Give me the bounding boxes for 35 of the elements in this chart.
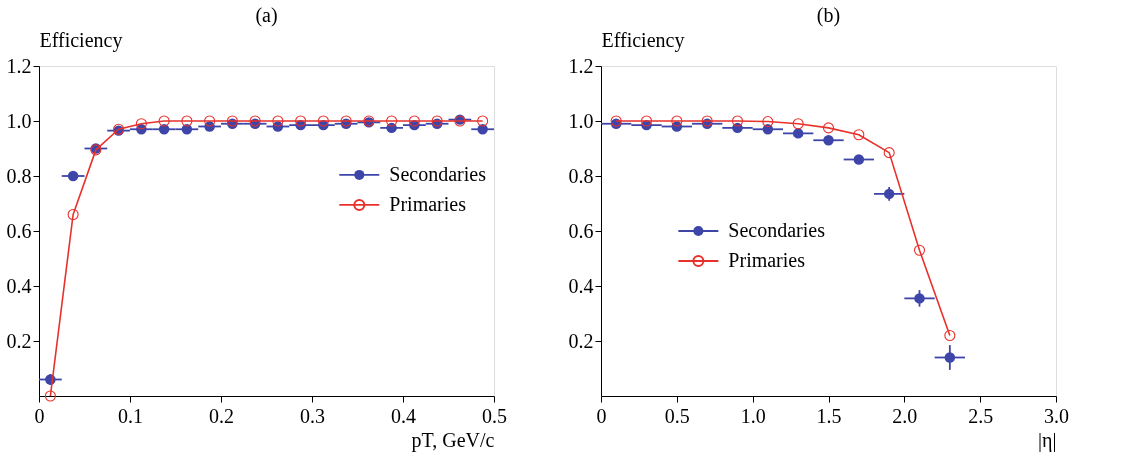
- y-tick-label: 0.8: [6, 164, 32, 187]
- x-tick-label: 0.5: [664, 404, 690, 427]
- y-tick-label: 1.0: [6, 109, 32, 132]
- legend-label: Primaries: [728, 249, 806, 271]
- x-tick-label: 0.4: [391, 404, 416, 427]
- x-tick-label: 1.0: [740, 404, 766, 427]
- x-tick-label: 0.5: [482, 404, 507, 427]
- y-tick-label: 0.6: [568, 219, 594, 242]
- y-tick-label: 1.2: [568, 54, 594, 77]
- x-tick-label: 3.0: [1044, 404, 1069, 427]
- x-tick-label: 0.1: [118, 404, 143, 427]
- legend-label: Secondaries: [728, 219, 826, 241]
- y-tick-label: 0.4: [568, 274, 594, 297]
- y-tick-label: 0.2: [568, 329, 594, 352]
- x-axis-title: |η|: [1038, 428, 1057, 452]
- x-tick-label: 0.3: [300, 404, 325, 427]
- x-tick-label: 1.5: [816, 404, 842, 427]
- x-tick-label: 0: [34, 404, 45, 427]
- chart-title: (a): [255, 4, 278, 27]
- y-tick-label: 0.6: [6, 219, 32, 242]
- x-tick-label: 2.5: [968, 404, 994, 427]
- x-tick-label: 0: [596, 404, 607, 427]
- x-axis-title: pT, GeV/c: [411, 428, 495, 452]
- chart-title: (b): [816, 4, 841, 27]
- y-tick-label: 0.8: [568, 164, 594, 187]
- x-tick-label: 0.2: [209, 404, 234, 427]
- y-axis-title: Efficiency: [39, 28, 123, 52]
- legend-label: Primaries: [389, 192, 467, 215]
- legend-label: Secondaries: [389, 162, 487, 185]
- x-tick-label: 2.0: [892, 404, 918, 427]
- y-tick-label: 0.4: [6, 274, 32, 297]
- y-axis-title: Efficiency: [601, 28, 685, 52]
- y-tick-label: 1.2: [6, 54, 32, 77]
- y-tick-label: 0.2: [6, 329, 32, 352]
- y-tick-label: 1.0: [568, 109, 594, 132]
